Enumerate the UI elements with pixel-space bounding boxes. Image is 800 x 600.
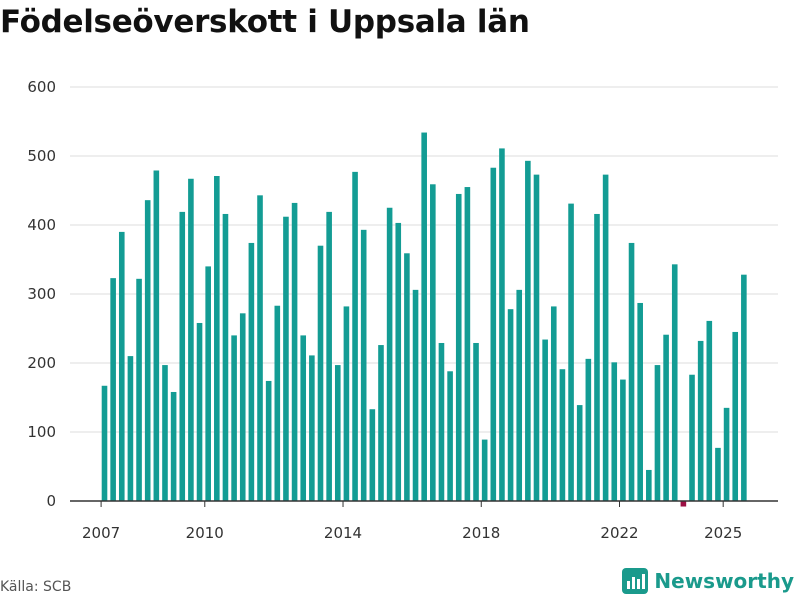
bar-2007-q4[interactable]: [127, 356, 134, 501]
bar-2018-q4[interactable]: [507, 309, 514, 501]
bar-2014-q2[interactable]: [352, 171, 358, 501]
chart-title: Födelseöverskott i Uppsala län: [0, 4, 530, 40]
bar-2016-q2[interactable]: [421, 132, 427, 502]
x-axis-ticks: 2007 2010 2014 2018 2022 2025: [82, 501, 742, 542]
bar-2012-q2[interactable]: [283, 216, 289, 501]
bar-2011-q1[interactable]: [239, 313, 246, 501]
y-tick-label: 200: [27, 354, 56, 372]
bar-2023-q1[interactable]: [654, 365, 661, 501]
bar-2010-q1[interactable]: [205, 266, 211, 501]
bars: [101, 132, 747, 507]
bar-2022-q4[interactable]: [646, 469, 652, 501]
bar-2017-q3[interactable]: [464, 187, 471, 502]
bar-2019-q2[interactable]: [525, 160, 531, 501]
bar-2016-q3[interactable]: [430, 184, 436, 502]
x-tick-label: 2007: [82, 524, 120, 542]
bar-2015-q4[interactable]: [404, 253, 410, 501]
x-tick-label: 2018: [462, 524, 500, 542]
bar-2007-q3[interactable]: [118, 231, 125, 501]
y-tick-label: 600: [27, 78, 56, 96]
bar-2022-q2[interactable]: [628, 242, 635, 501]
bar-2019-q4[interactable]: [542, 339, 548, 501]
bar-2009-q2[interactable]: [179, 211, 186, 501]
bar-2013-q2[interactable]: [317, 245, 324, 501]
bar-2015-q3[interactable]: [395, 222, 402, 501]
source-note: Källa: SCB: [0, 579, 72, 595]
bar-2021-q4[interactable]: [611, 362, 618, 501]
bar-2013-q3[interactable]: [326, 211, 332, 501]
bar-2008-q1[interactable]: [136, 278, 142, 501]
bar-2010-q4[interactable]: [231, 335, 237, 501]
bar-2023-q4[interactable]: [680, 501, 687, 507]
bar-2014-q4[interactable]: [369, 409, 376, 501]
bar-2020-q3[interactable]: [568, 203, 574, 502]
bar-2024-q1[interactable]: [689, 374, 695, 501]
bar-2021-q1[interactable]: [585, 358, 592, 501]
bar-2012-q1[interactable]: [274, 305, 281, 501]
y-tick-label: 0: [46, 492, 56, 510]
x-tick-label: 2022: [600, 524, 638, 542]
x-tick-label: 2014: [324, 524, 362, 542]
bar-2012-q4[interactable]: [300, 335, 307, 501]
bar-2007-q1[interactable]: [101, 385, 108, 501]
bar-2014-q1[interactable]: [343, 306, 350, 501]
bar-2025-q2[interactable]: [732, 331, 739, 501]
bar-2014-q3[interactable]: [360, 229, 367, 501]
brand-name: Newsworthy: [654, 569, 794, 593]
bar-2015-q1[interactable]: [378, 345, 384, 501]
bar-2017-q2[interactable]: [455, 193, 462, 501]
bar-2011-q2[interactable]: [248, 242, 255, 501]
bar-2016-q1[interactable]: [412, 289, 419, 501]
bar-2013-q4[interactable]: [334, 365, 341, 501]
x-tick-label: 2025: [704, 524, 742, 542]
bar-2008-q3[interactable]: [153, 170, 160, 502]
bar-2023-q3[interactable]: [671, 264, 678, 501]
bar-2018-q3[interactable]: [499, 148, 505, 501]
bar-2019-q1[interactable]: [516, 289, 523, 501]
bar-2019-q3[interactable]: [533, 174, 540, 501]
bar-2008-q4[interactable]: [162, 365, 168, 501]
bar-2024-q2[interactable]: [697, 340, 704, 501]
x-tick-label: 2010: [186, 524, 224, 542]
bar-2010-q2[interactable]: [214, 176, 220, 501]
bar-2010-q3[interactable]: [222, 213, 229, 501]
bar-2022-q3[interactable]: [637, 302, 643, 501]
y-tick-label: 500: [27, 147, 56, 165]
bar-2017-q4[interactable]: [473, 342, 479, 501]
y-tick-label: 100: [27, 423, 56, 441]
bar-2025-q1[interactable]: [723, 407, 730, 501]
bar-2011-q4[interactable]: [265, 380, 272, 501]
bar-2017-q1[interactable]: [447, 371, 453, 501]
bar-2020-q2[interactable]: [559, 369, 566, 501]
bar-2020-q4[interactable]: [576, 405, 583, 501]
bar-2007-q2[interactable]: [110, 278, 116, 501]
bar-2013-q1[interactable]: [309, 355, 315, 501]
bar-2018-q1[interactable]: [481, 439, 488, 501]
bar-2021-q2[interactable]: [594, 213, 600, 501]
bar-2024-q3[interactable]: [706, 320, 713, 501]
y-tick-label: 400: [27, 216, 56, 234]
newsworthy-logo-icon: [622, 568, 649, 594]
bar-2009-q4[interactable]: [196, 322, 203, 501]
bar-2024-q4[interactable]: [715, 447, 721, 501]
bar-2012-q3[interactable]: [291, 202, 298, 502]
bar-2009-q1[interactable]: [170, 391, 177, 501]
brand[interactable]: Newsworthy: [622, 568, 794, 594]
bar-2023-q2[interactable]: [663, 334, 669, 501]
bar-2018-q2[interactable]: [490, 167, 497, 502]
bar-2020-q1[interactable]: [550, 306, 557, 501]
bar-2011-q3[interactable]: [257, 195, 263, 501]
bar-2016-q4[interactable]: [438, 342, 445, 501]
y-tick-label: 300: [27, 285, 56, 303]
bar-2022-q1[interactable]: [620, 379, 626, 501]
bar-2025-q3[interactable]: [741, 274, 747, 501]
bar-2021-q3[interactable]: [602, 174, 609, 501]
bar-2015-q2[interactable]: [386, 207, 393, 501]
y-axis-ticks: 0 100 200 300 400 500 600: [27, 78, 56, 510]
bar-2009-q3[interactable]: [188, 178, 194, 501]
bar-2008-q2[interactable]: [144, 200, 151, 501]
